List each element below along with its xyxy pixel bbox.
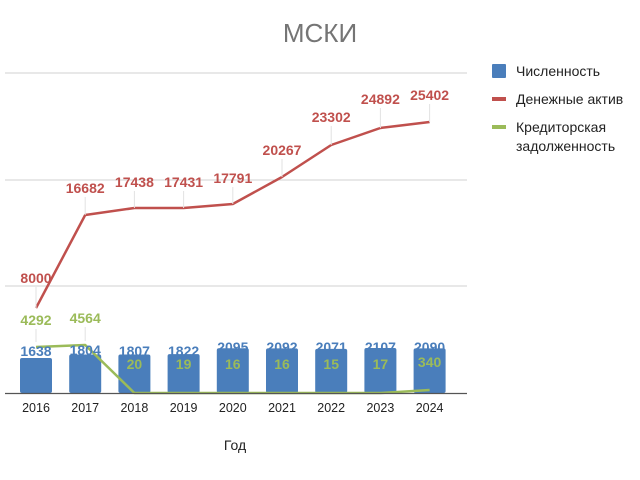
legend-line-icon <box>492 97 506 101</box>
red-data-label: 25402 <box>410 87 449 103</box>
legend-item[interactable]: Численность <box>492 62 640 81</box>
bar <box>364 348 397 393</box>
green-data-label: 340 <box>418 354 442 370</box>
bar-data-label: 2095 <box>217 339 248 355</box>
red-data-label: 17438 <box>115 174 154 190</box>
x-tick-label: 2021 <box>268 401 296 415</box>
green-data-label: 16 <box>225 356 241 372</box>
bar <box>266 348 298 393</box>
legend-label: Денежные актив <box>516 91 624 107</box>
legend-box-icon <box>492 64 506 78</box>
x-tick-label: 2023 <box>366 401 394 415</box>
bar-data-label: 1807 <box>119 343 150 359</box>
chart-title: МСКИ <box>0 18 640 49</box>
red-data-label: 8000 <box>20 270 51 286</box>
series-line <box>34 120 430 309</box>
bar <box>413 348 446 393</box>
bar-data-label: 2092 <box>266 339 297 355</box>
legend: Численность Денежные актив Кредиторская за… <box>492 62 640 165</box>
green-data-label: 15 <box>323 356 339 372</box>
bar <box>167 354 200 393</box>
bar <box>315 348 348 393</box>
bar <box>216 348 249 393</box>
bar-data-label: 1804 <box>70 342 101 358</box>
red-data-label: 23302 <box>312 109 351 125</box>
red-data-label: 17791 <box>213 170 252 186</box>
green-data-label: 20 <box>127 356 143 372</box>
x-tick-label: 2019 <box>170 401 198 415</box>
x-tick-label: 2017 <box>71 401 99 415</box>
legend-item[interactable]: Денежные актив <box>492 90 640 109</box>
x-axis-title: Год <box>223 437 247 453</box>
bar <box>118 354 151 393</box>
bar-data-label: 2107 <box>365 339 396 355</box>
x-tick-label: 2020 <box>219 401 247 415</box>
legend-label: Численность <box>516 63 601 79</box>
red-data-label: 17431 <box>164 174 203 190</box>
x-tick-label: 2022 <box>317 401 345 415</box>
red-data-label: 20267 <box>263 142 302 158</box>
bar <box>69 354 102 393</box>
bar-data-label: 2090 <box>414 339 445 355</box>
x-tick-label: 2016 <box>22 401 50 415</box>
red-data-label: 24892 <box>361 91 400 107</box>
x-tick-label: 2024 <box>416 401 444 415</box>
bar-data-label: 1638 <box>20 343 51 359</box>
series-group: 8000 16682 17438 17431 17791 20267 23302 24892 2… <box>20 87 449 395</box>
legend-item[interactable]: Кредиторская задолженность <box>492 118 640 156</box>
green-data-label: 16 <box>274 356 290 372</box>
x-tick-label: 2018 <box>120 401 148 415</box>
bar-data-label: 2071 <box>316 339 347 355</box>
legend-label: Кредиторская задолженность <box>516 119 616 154</box>
bar <box>20 358 52 393</box>
green-data-label: 17 <box>373 356 389 372</box>
chart-title-text: МСКИ <box>282 18 358 48</box>
legend-line-icon <box>492 125 506 129</box>
red-data-label: 16682 <box>66 180 105 196</box>
green-data-label: 4564 <box>70 310 101 326</box>
bar-data-label: 1822 <box>168 343 199 359</box>
green-data-label: 19 <box>176 356 192 372</box>
green-data-label: 4292 <box>20 312 51 328</box>
